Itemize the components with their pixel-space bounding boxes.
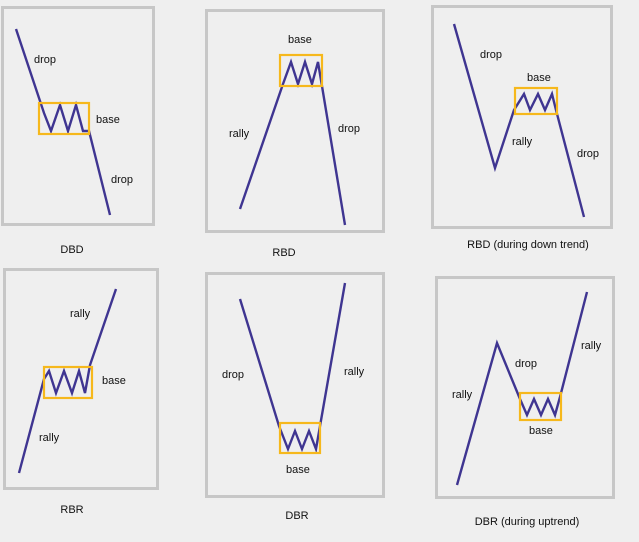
dbr-rally-label: rally [344, 366, 365, 378]
rbd-base-label: base [288, 34, 312, 46]
dbr-uptrend-drop-label: drop [515, 358, 538, 370]
dbr-pattern-diagram [238, 282, 347, 455]
panel-dbd: drop base drop [1, 6, 155, 226]
rbd-downtrend-pattern-diagram [452, 23, 586, 218]
rbr-base-label: base [102, 375, 126, 387]
rbd-downtrend-caption: RBD (during down trend) [467, 239, 589, 251]
rbd-drop-label: drop [338, 123, 361, 135]
rbd-rally-label: rally [229, 128, 250, 140]
dbr-base-box [278, 421, 322, 455]
dbd-base-label: base [96, 114, 120, 126]
dbd-drop-label-1: drop [34, 54, 57, 66]
dbr-uptrend-base-box [518, 391, 563, 422]
dbr-uptrend-rally-label-1: rally [452, 389, 473, 401]
panel-rbd-downtrend: drop rally base drop [431, 5, 613, 229]
rbd-base-box [278, 53, 324, 88]
dbr-base-label: base [286, 464, 310, 476]
dbr-uptrend-base-label: base [529, 425, 553, 437]
dbr-uptrend-rally-label-2: rally [581, 340, 602, 352]
rbr-rally-line [17, 288, 118, 474]
rbd-downtrend-base-box [513, 86, 559, 116]
dbd-drop-label-2: drop [111, 174, 134, 186]
dbd-base-box [37, 101, 91, 136]
rbd-downtrend-rally-label: rally [512, 136, 533, 148]
rbd-downtrend-line [452, 23, 586, 218]
rbr-pattern-diagram [17, 288, 118, 474]
dbd-pattern-diagram [14, 28, 112, 216]
rbr-base-box [42, 365, 94, 400]
dbr-caption: DBR [285, 510, 309, 522]
panel-dbr: drop base rally [205, 272, 385, 498]
panel-rbd: rally base drop [205, 9, 385, 233]
rbd-caption: RBD [272, 247, 296, 259]
dbd-caption: DBD [60, 244, 84, 256]
rbr-caption: RBR [60, 504, 84, 516]
panel-dbr-uptrend: rally drop base rally [435, 276, 615, 499]
dbr-drop-label: drop [222, 369, 245, 381]
dbr-uptrend-pattern-diagram [455, 291, 589, 486]
rbd-downtrend-drop-label-1: drop [480, 49, 503, 61]
rbd-downtrend-drop-label-2: drop [577, 148, 600, 160]
panel-rbr: rally base rally [3, 268, 159, 490]
rbd-rally-drop-line [238, 58, 347, 226]
rbr-rally-label-1: rally [39, 432, 60, 444]
dbr-uptrend-caption: DBR (during uptrend) [474, 516, 580, 528]
rbr-rally-label-2: rally [70, 308, 91, 320]
dbr-drop-rally-line [238, 282, 347, 454]
rbd-downtrend-base-label: base [527, 72, 551, 84]
rbd-pattern-diagram [238, 53, 347, 226]
dbd-drop-line [14, 28, 112, 216]
dbr-uptrend-line [455, 291, 589, 486]
